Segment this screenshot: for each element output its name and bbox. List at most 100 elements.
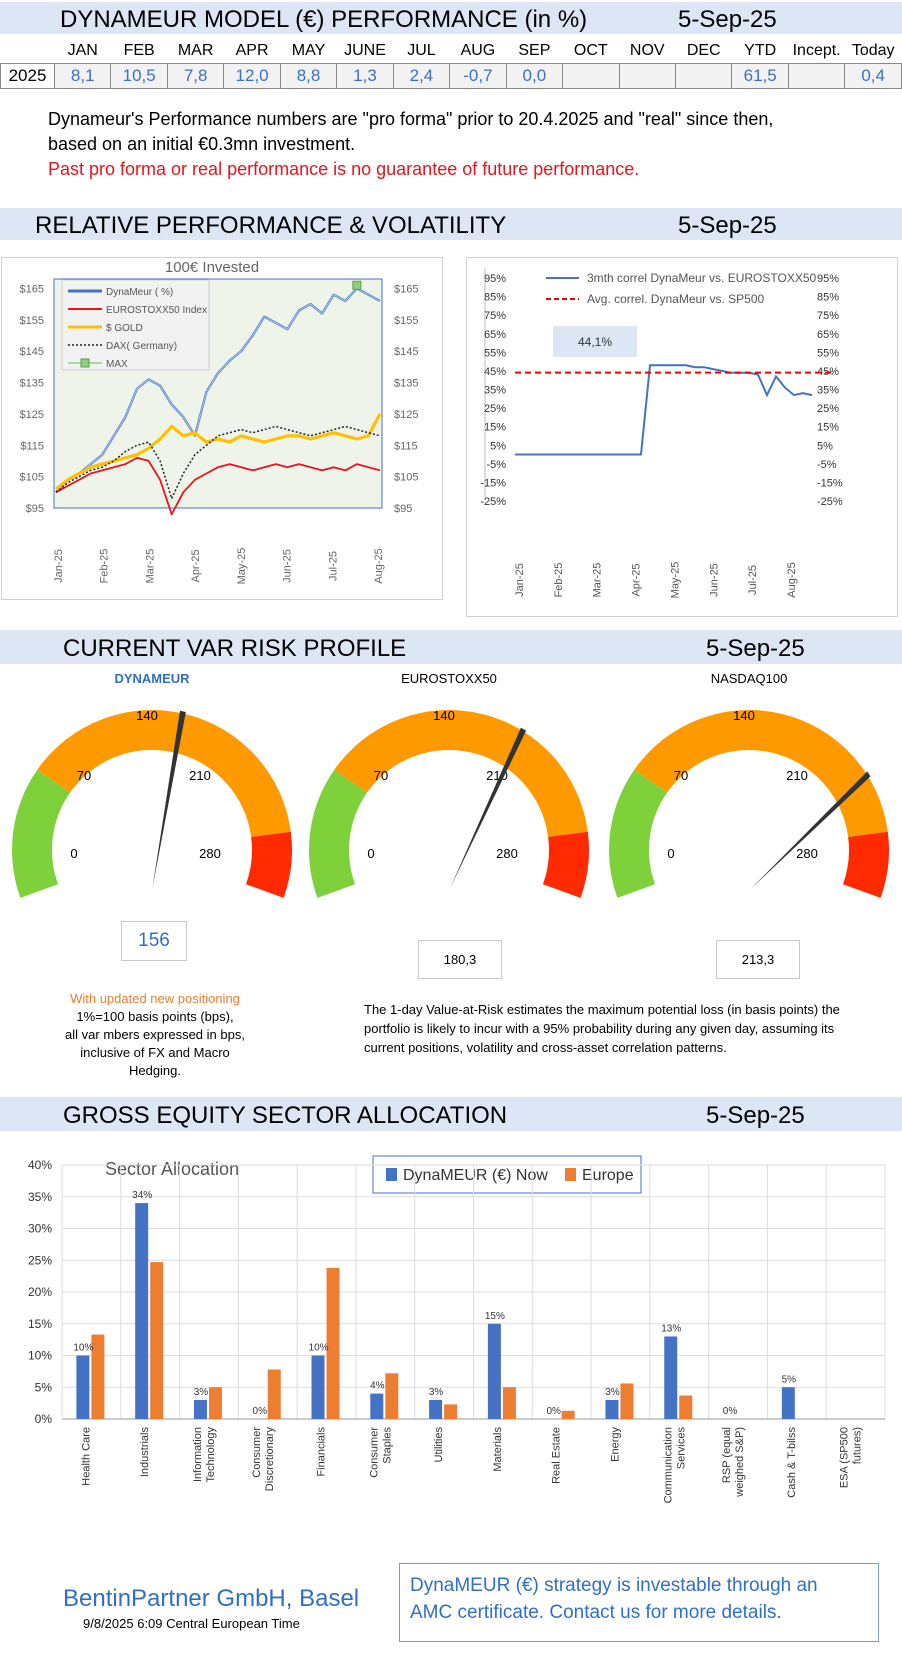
y-tick-right: $115 bbox=[394, 440, 418, 452]
y-tick-left: 55% bbox=[484, 347, 506, 359]
gauge-tick-label: 280 bbox=[796, 846, 818, 861]
category-label-line: Utilities bbox=[433, 1427, 445, 1463]
legend-swatch-europe bbox=[565, 1168, 576, 1181]
y-tick-right: 75% bbox=[817, 310, 839, 322]
table-row: 2025 8,1 10,5 7,8 12,0 8,8 1,3 2,4 -0,7 0,0 61,5 0,… bbox=[0, 62, 902, 89]
bar-europe bbox=[502, 1387, 516, 1419]
relperf-title: RELATIVE PERFORMANCE & VOLATILITY bbox=[35, 212, 507, 239]
category-label-line: RSP (equal bbox=[721, 1427, 733, 1483]
max-marker bbox=[352, 280, 362, 290]
var-note-expressed: all var mbers expressed in bps, bbox=[65, 1027, 245, 1042]
y-tick-left: 15% bbox=[484, 422, 506, 434]
y-tick-right: 95% bbox=[817, 273, 839, 285]
gauge-tick-label: 0 bbox=[667, 846, 674, 861]
bar-europe bbox=[679, 1395, 693, 1419]
y-tick-right: $105 bbox=[394, 472, 418, 484]
x-tick-label: Jan-25 bbox=[53, 549, 65, 583]
category-label-line: Technology bbox=[205, 1427, 217, 1483]
category-label-line: Consumer bbox=[368, 1427, 380, 1478]
page-title: DYNAMEUR MODEL (€) PERFORMANCE (in %) bbox=[60, 6, 588, 33]
gauge-tick-label: 280 bbox=[496, 846, 518, 861]
column-header: JUL bbox=[407, 41, 436, 59]
category-label-line: ESA (SP500 bbox=[839, 1427, 851, 1488]
legend-label: MAX bbox=[106, 359, 128, 370]
y-tick-left: -25% bbox=[480, 496, 506, 508]
series-line-highlight bbox=[55, 287, 381, 493]
series-line-2 bbox=[54, 413, 382, 491]
annotation-label: 44,1% bbox=[578, 335, 612, 349]
y-tick-left: 45% bbox=[484, 366, 506, 378]
y-tick-left: $115 bbox=[20, 440, 44, 452]
category-label: CommunicationServices bbox=[662, 1427, 687, 1504]
y-tick-right: -15% bbox=[817, 477, 843, 489]
x-tick-label: May-25 bbox=[669, 562, 681, 599]
bar-europe bbox=[267, 1369, 281, 1419]
gauge-tick-label: 70 bbox=[374, 768, 388, 783]
category-label: Real Estate bbox=[551, 1427, 563, 1484]
y-tick-left: 75% bbox=[484, 310, 506, 322]
gauge-tick-label: 210 bbox=[189, 768, 211, 783]
pro-forma-note-line1: Dynameur's Performance numbers are "pro … bbox=[48, 109, 774, 129]
column-header bbox=[1, 39, 55, 63]
y-tick-label: 0% bbox=[35, 1412, 53, 1426]
y-tick-left: 95% bbox=[484, 273, 506, 285]
y-tick-left: 5% bbox=[490, 440, 506, 452]
header-date: 5-Sep-25 bbox=[678, 6, 777, 33]
bar-dynameur bbox=[429, 1399, 443, 1419]
x-tick-label: Aug-25 bbox=[786, 562, 798, 597]
column-header: FEB bbox=[123, 41, 155, 59]
bar-dynameur bbox=[487, 1323, 501, 1419]
y-tick-left: -15% bbox=[480, 477, 506, 489]
y-tick-right: $125 bbox=[394, 409, 418, 421]
correlation-chart: 95%95%85%85%75%75%65%65%55%55%45%45%35%3… bbox=[480, 268, 843, 599]
column-header: MAR bbox=[177, 41, 214, 59]
x-tick-label: Jul-25 bbox=[747, 565, 759, 595]
y-tick-left: $135 bbox=[20, 378, 44, 390]
month-value-cell: 0,0 bbox=[505, 62, 564, 89]
nasdaq-var-value: 213,3 bbox=[716, 940, 800, 979]
category-label: ConsumerStaples bbox=[368, 1427, 393, 1478]
y-tick-right: 25% bbox=[817, 403, 839, 415]
y-tick-left: 25% bbox=[484, 403, 506, 415]
y-tick-right: 5% bbox=[817, 440, 833, 452]
category-label-line: Discretionary bbox=[264, 1427, 276, 1492]
month-value-cell bbox=[618, 62, 676, 89]
y-tick-label: 20% bbox=[28, 1285, 52, 1299]
legend-label-europe: Europe bbox=[582, 1167, 634, 1184]
performance-table-header: JAN FEB MAR APR MAY JUNE JUL AUG SEP OCT NOV DEC YTD… bbox=[1, 39, 902, 63]
disclaimer-note: Past pro forma or real performance is no… bbox=[48, 159, 640, 179]
dynameur-var-value: 156 bbox=[121, 921, 187, 961]
x-tick-label: Apr-25 bbox=[190, 549, 202, 582]
legend-label: EUROSTOXX50 Index bbox=[106, 305, 207, 316]
month-value-cell bbox=[787, 62, 846, 89]
category-label: Industrials bbox=[139, 1427, 151, 1478]
bar-data-label: 34% bbox=[132, 1190, 152, 1201]
y-tick-label: 35% bbox=[28, 1190, 52, 1204]
category-label: Energy bbox=[609, 1427, 621, 1462]
gauge-title: DYNAMEUR bbox=[114, 671, 190, 686]
var-note-inclusive: inclusive of FX and Macro bbox=[80, 1045, 230, 1060]
report-timestamp: 9/8/2025 6:09 Central European Time bbox=[83, 1616, 300, 1631]
category-label-line: Staples bbox=[381, 1427, 393, 1464]
legend-label: DAX( Germany) bbox=[106, 341, 177, 352]
month-value-cell: 0,4 bbox=[844, 62, 902, 89]
x-tick-label: May-25 bbox=[236, 548, 248, 585]
y-tick-left: $105 bbox=[20, 472, 44, 484]
legend-box bbox=[372, 1155, 642, 1194]
y-tick-label: 15% bbox=[28, 1317, 52, 1331]
category-label-line: Materials bbox=[492, 1427, 504, 1472]
gauge-tick-label: 140 bbox=[136, 708, 158, 723]
category-label: Health Care bbox=[80, 1427, 92, 1486]
bar-data-label: 5% bbox=[782, 1374, 797, 1385]
column-header: SEP bbox=[518, 41, 551, 59]
category-label-line: Real Estate bbox=[551, 1427, 563, 1484]
category-label: Financials bbox=[316, 1427, 328, 1477]
var-band: CURRENT VAR RISK PROFILE 5-Sep-25 bbox=[0, 630, 902, 664]
contact-line1: DynaMEUR (€) strategy is investable thro… bbox=[410, 1575, 818, 1596]
gauge-band-orange bbox=[37, 710, 291, 837]
bar-data-label: 13% bbox=[661, 1323, 681, 1334]
bar-data-label: 0% bbox=[253, 1406, 268, 1417]
column-header: JUNE bbox=[344, 41, 386, 59]
y-tick-label: 25% bbox=[28, 1253, 52, 1267]
legend-label: DynaMeur ( %) bbox=[106, 287, 173, 298]
